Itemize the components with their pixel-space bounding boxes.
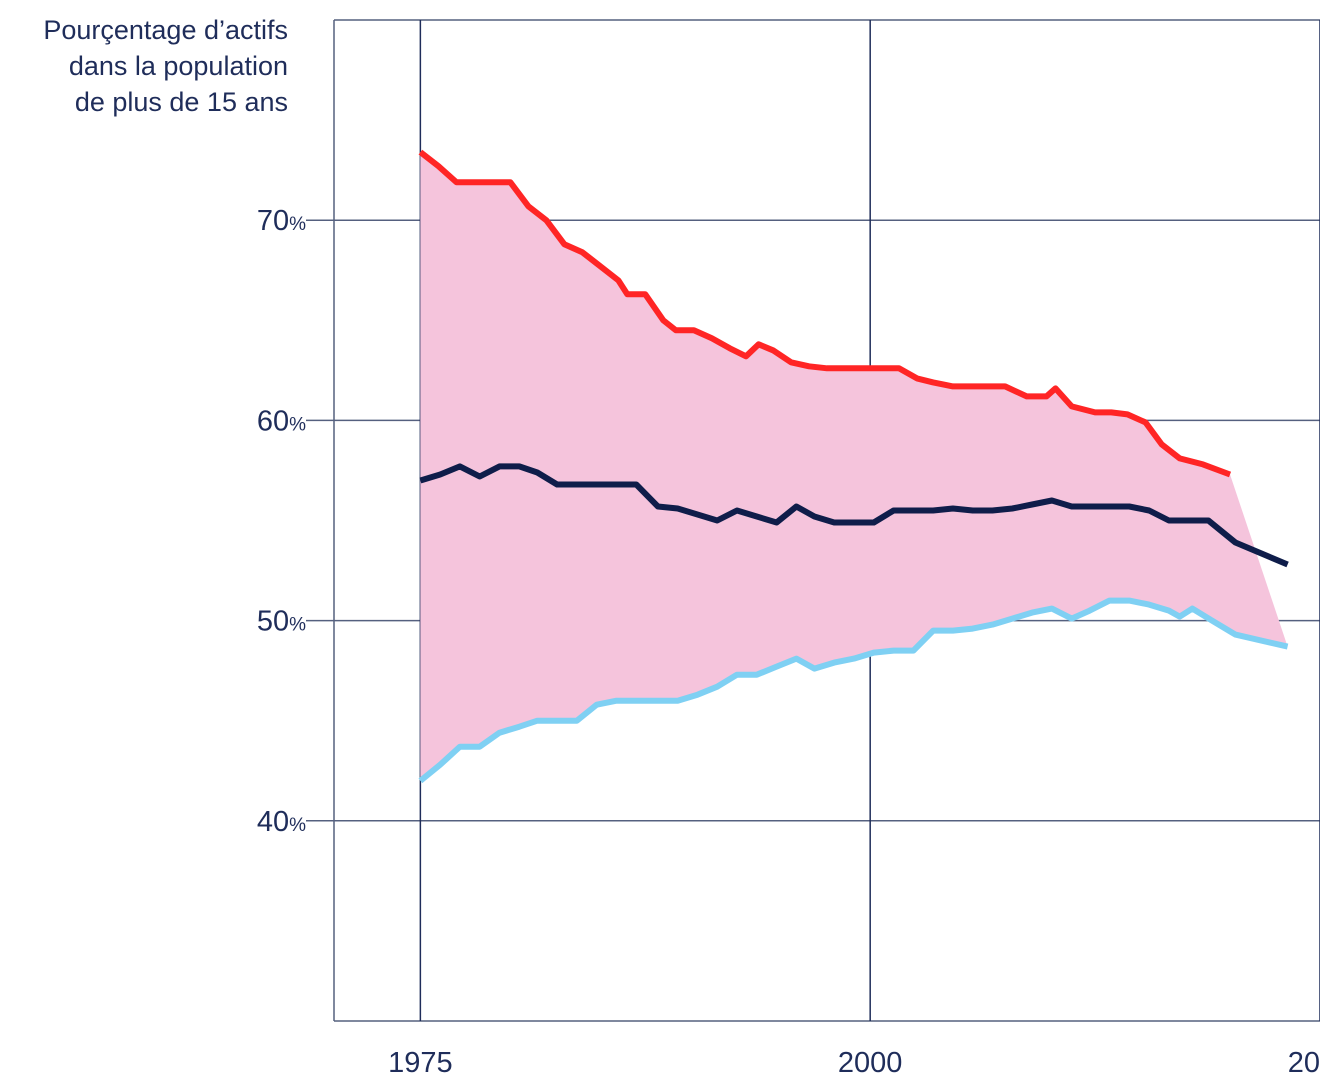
y-tick-label-40: 40% xyxy=(257,806,306,838)
tick-labels: 40% 50% 60% 70% 1975 2000 2025 xyxy=(257,205,1320,1077)
x-tick-label-2025: 2025 xyxy=(1288,1047,1320,1077)
y-axis-title: Pourçentage d’actifs dans la population … xyxy=(8,12,288,120)
series-line-3 xyxy=(418,597,1289,784)
band-layer xyxy=(420,152,1288,781)
y-axis-title-line-3: de plus de 15 ans xyxy=(74,87,288,117)
y-tick-label-70: 70% xyxy=(257,205,306,237)
band-area xyxy=(420,152,1288,781)
x-tick-label-1975: 1975 xyxy=(388,1047,453,1077)
y-tick-label-50: 50% xyxy=(257,606,306,638)
x-tick-label-2000: 2000 xyxy=(838,1047,903,1077)
series-line-1 xyxy=(418,149,1232,478)
y-tick-label-60: 60% xyxy=(257,405,306,437)
series-line-2 xyxy=(419,463,1289,568)
y-axis-title-line-1: Pourçentage d’actifs xyxy=(43,15,288,45)
series-lines xyxy=(418,149,1289,784)
y-axis-title-line-2: dans la population xyxy=(68,51,288,81)
